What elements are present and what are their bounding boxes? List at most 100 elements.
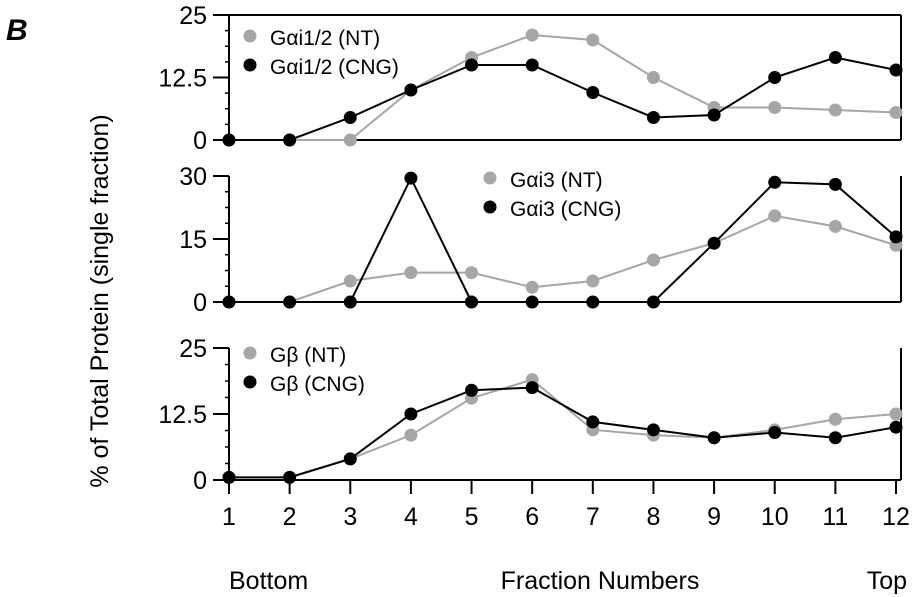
x-tick-label: 8: [647, 503, 661, 531]
x-tick-label: 11: [822, 503, 848, 531]
x-tick-label: 1: [222, 503, 236, 531]
data-point-nt: [889, 106, 903, 119]
x-tick-label: 4: [404, 503, 418, 531]
data-point-nt: [465, 266, 479, 280]
x-tick-label: 5: [465, 503, 479, 531]
legend-label-nt: Gαi3 (NT): [510, 169, 603, 192]
y-tick-label: 30: [179, 163, 207, 191]
chart-panels: 0 12.5 25 Gαi1/2 (NT) Gαi1/2 (CNG) 0 15 30 Gαi3 …: [158, 2, 903, 495]
legend-marker-cng: [243, 375, 257, 389]
legend-marker-nt: [243, 346, 257, 360]
data-point-cng: [828, 431, 842, 445]
data-point-cng: [586, 86, 600, 99]
data-point-cng: [222, 295, 236, 309]
data-point-cng: [889, 420, 903, 434]
x-tick-label: 7: [586, 503, 600, 531]
data-point-cng: [586, 295, 600, 309]
data-point-nt: [768, 209, 782, 223]
x-axis-right-label: Top: [867, 567, 907, 595]
chart-panel-3: 0 12.5 25 Gβ (NT) Gβ (CNG): [158, 335, 903, 495]
y-tick-label: 0: [193, 127, 207, 155]
data-point-cng: [768, 175, 782, 189]
data-point-cng: [586, 415, 600, 429]
data-point-nt: [768, 101, 782, 114]
legend-marker-nt: [243, 29, 257, 43]
data-point-nt: [586, 33, 600, 47]
data-point-nt: [828, 219, 842, 233]
data-point-cng: [404, 83, 418, 97]
data-point-nt: [646, 253, 660, 267]
data-point-cng: [889, 230, 903, 244]
x-tick-label: 12: [882, 503, 910, 531]
legend-marker-nt: [483, 171, 497, 185]
y-tick-label: 0: [193, 289, 207, 317]
data-point-cng: [525, 58, 539, 72]
y-tick-label: 25: [179, 2, 207, 30]
data-point-nt: [525, 28, 539, 42]
data-point-cng: [465, 58, 479, 72]
data-point-cng: [525, 295, 539, 309]
data-point-cng: [404, 171, 418, 185]
data-point-nt: [404, 266, 418, 280]
data-point-cng: [525, 381, 539, 395]
y-tick-label: 12.5: [158, 65, 207, 93]
y-tick-label: 25: [179, 335, 207, 363]
data-point-cng: [707, 108, 721, 122]
data-point-nt: [828, 103, 842, 117]
legend-label-nt: Gβ (NT): [270, 344, 346, 367]
series-line-nt: [229, 214, 897, 303]
chart-panel-1: 0 12.5 25 Gαi1/2 (NT) Gαi1/2 (CNG): [158, 2, 903, 155]
y-tick-label: 12.5: [158, 401, 207, 429]
data-point-cng: [343, 111, 357, 124]
data-point-cng: [283, 133, 297, 147]
legend-label-cng: Gαi1/2 (CNG): [270, 56, 399, 79]
data-point-cng: [343, 295, 357, 309]
data-point-cng: [404, 407, 418, 421]
legend-label-cng: Gβ (CNG): [270, 373, 365, 396]
y-axis-label: % of Total Protein (single fraction): [86, 114, 114, 487]
data-point-cng: [465, 295, 479, 309]
series-line-cng: [229, 56, 897, 141]
data-point-cng: [465, 383, 479, 397]
series-line-nt: [229, 33, 897, 141]
data-point-cng: [889, 63, 903, 77]
x-tick-label: 9: [707, 503, 721, 531]
data-point-cng: [707, 236, 721, 250]
data-point-nt: [404, 428, 418, 442]
data-point-cng: [828, 177, 842, 191]
legend-marker-cng: [243, 58, 257, 72]
data-point-nt: [586, 274, 600, 288]
data-point-nt: [343, 274, 357, 288]
x-tick-label: 2: [283, 503, 297, 531]
data-point-nt: [343, 133, 357, 147]
panel-label: B: [6, 14, 28, 47]
data-point-cng: [222, 133, 236, 147]
legend-marker-cng: [483, 200, 497, 214]
series-line-cng: [229, 386, 897, 479]
data-point-cng: [343, 452, 357, 466]
x-tick-label: 10: [761, 503, 789, 531]
x-tick-label: 3: [343, 503, 357, 531]
data-point-cng: [828, 51, 842, 64]
y-tick-label: 0: [193, 467, 207, 495]
legend-label-nt: Gαi1/2 (NT): [270, 27, 380, 50]
data-point-nt: [828, 412, 842, 426]
data-point-cng: [646, 423, 660, 437]
legend-label-cng: Gαi3 (CNG): [510, 198, 621, 221]
data-point-cng: [768, 425, 782, 439]
x-axis-left-label: Bottom: [229, 567, 308, 595]
x-tick-label: 6: [525, 503, 539, 531]
data-point-nt: [646, 71, 660, 84]
chart-panel-2: 0 15 30 Gαi3 (NT) Gαi3 (CNG): [179, 163, 903, 317]
series-line-cng: [229, 175, 897, 303]
data-point-cng: [646, 295, 660, 309]
data-point-nt: [889, 407, 903, 421]
y-tick-label: 15: [179, 226, 207, 254]
x-axis: 1 2 3 4 5 6 7 8 9 10 11 12: [222, 480, 910, 531]
x-axis-label: Fraction Numbers: [501, 567, 700, 595]
data-point-nt: [525, 280, 539, 294]
data-point-cng: [222, 470, 236, 484]
data-point-cng: [768, 71, 782, 84]
data-point-cng: [283, 470, 297, 484]
